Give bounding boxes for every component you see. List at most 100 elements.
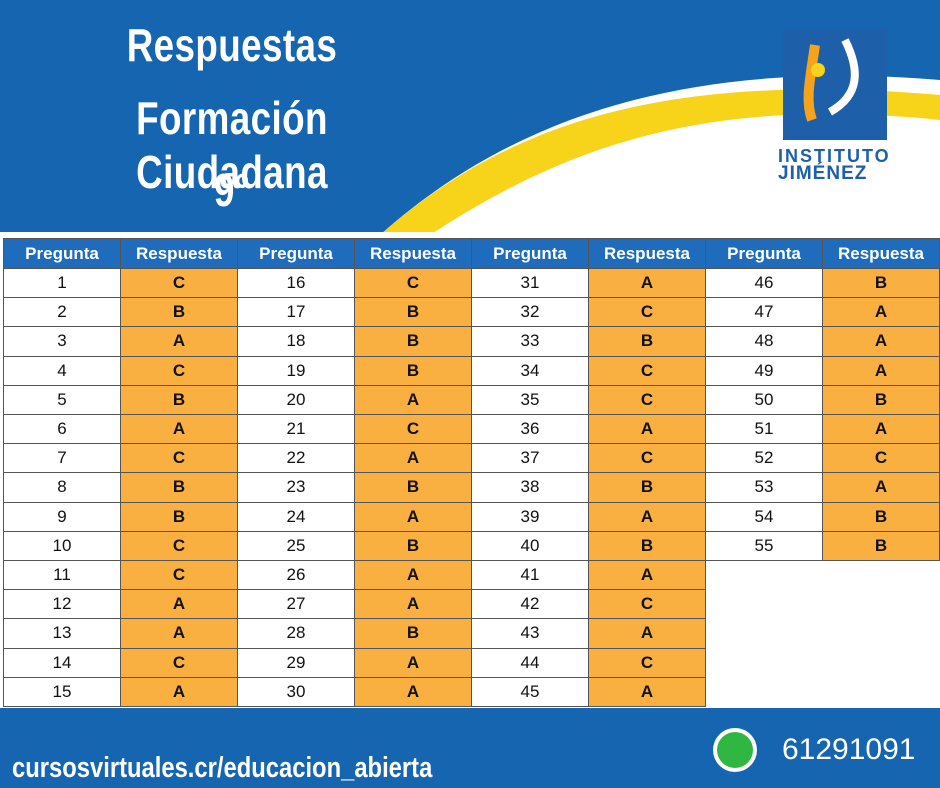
question-cell: 46 (705, 268, 823, 299)
question-cell: 42 (471, 589, 589, 620)
question-cell: 47 (705, 297, 823, 328)
answer-cell: A (588, 268, 706, 299)
header-cell: Pregunta (237, 238, 355, 269)
question-cell: 15 (3, 676, 121, 707)
answer-cell: A (588, 414, 706, 445)
answer-cell: C (588, 384, 706, 415)
question-cell: 6 (3, 414, 121, 445)
answer-cell: C (354, 414, 472, 445)
question-cell: 40 (471, 530, 589, 561)
answer-cell: C (120, 560, 238, 591)
question-cell: 32 (471, 297, 589, 328)
answer-cell: A (588, 560, 706, 591)
answer-cell: C (120, 355, 238, 386)
question-cell: 4 (3, 355, 121, 386)
footer-phone: 61291091 (782, 733, 916, 766)
question-cell: 28 (237, 618, 355, 649)
title-line: Formación Ciudadana (136, 92, 328, 198)
answer-cell: C (120, 443, 238, 474)
answer-cell: A (354, 443, 472, 474)
header-cell: Pregunta (3, 238, 121, 269)
answer-cell: B (354, 472, 472, 503)
question-cell: 41 (471, 560, 589, 591)
question-cell: 39 (471, 501, 589, 532)
question-cell: 26 (237, 560, 355, 591)
answer-cell: B (120, 472, 238, 503)
answer-cell: A (120, 589, 238, 620)
logo-text: JIMÉNEZ (778, 163, 868, 184)
answer-cell: B (354, 355, 472, 386)
answer-cell: A (588, 676, 706, 707)
question-cell: 36 (471, 414, 589, 445)
question-cell: 43 (471, 618, 589, 649)
question-cell: 34 (471, 355, 589, 386)
answer-cell: A (588, 618, 706, 649)
question-cell: 37 (471, 443, 589, 474)
answer-cell: C (120, 530, 238, 561)
answer-cell: A (822, 297, 940, 328)
question-cell: 52 (705, 443, 823, 474)
question-cell: 16 (237, 268, 355, 299)
question-cell: 45 (471, 676, 589, 707)
answer-cell: C (822, 443, 940, 474)
question-cell: 11 (3, 560, 121, 591)
question-cell: 49 (705, 355, 823, 386)
answer-cell: B (588, 472, 706, 503)
answer-cell: B (822, 501, 940, 532)
answer-cell: C (120, 647, 238, 678)
answer-cell: A (354, 560, 472, 591)
header-cell: Respuesta (354, 238, 472, 269)
answer-cell: A (120, 326, 238, 357)
question-cell: 14 (3, 647, 121, 678)
header-cell: Respuesta (822, 238, 940, 269)
header-cell: Pregunta (471, 238, 589, 269)
question-cell: 44 (471, 647, 589, 678)
question-cell: 33 (471, 326, 589, 357)
question-cell: 29 (237, 647, 355, 678)
question-cell: 51 (705, 414, 823, 445)
answer-cell: B (354, 297, 472, 328)
question-cell: 48 (705, 326, 823, 357)
question-cell: 30 (237, 676, 355, 707)
answer-cell: A (354, 647, 472, 678)
title-line: Respuestas (126, 19, 338, 71)
header-cell: Respuesta (588, 238, 706, 269)
answer-cell: C (588, 443, 706, 474)
answer-cell: A (120, 414, 238, 445)
question-cell: 17 (237, 297, 355, 328)
answer-cell: A (120, 676, 238, 707)
answer-cell: B (588, 326, 706, 357)
answer-cell: B (822, 530, 940, 561)
question-cell: 10 (3, 530, 121, 561)
answer-cell: C (588, 297, 706, 328)
question-cell: 3 (3, 326, 121, 357)
question-cell: 9 (3, 501, 121, 532)
question-cell: 35 (471, 384, 589, 415)
answer-cell: B (120, 297, 238, 328)
answer-cell: B (588, 530, 706, 561)
answer-cell: A (354, 676, 472, 707)
answer-cell: B (822, 384, 940, 415)
answer-cell: C (588, 647, 706, 678)
question-cell: 53 (705, 472, 823, 503)
answer-cell: B (354, 618, 472, 649)
question-cell: 18 (237, 326, 355, 357)
answer-cell: A (354, 384, 472, 415)
answer-cell: B (120, 501, 238, 532)
question-cell: 19 (237, 355, 355, 386)
answer-cell: B (354, 326, 472, 357)
answer-cell: A (354, 501, 472, 532)
answer-cell: C (120, 268, 238, 299)
question-cell: 31 (471, 268, 589, 299)
question-cell: 50 (705, 384, 823, 415)
answer-cell: A (120, 618, 238, 649)
answer-cell: A (822, 472, 940, 503)
answer-cell: B (354, 530, 472, 561)
title-line: 9° (214, 164, 250, 216)
question-cell: 22 (237, 443, 355, 474)
answer-cell: A (354, 589, 472, 620)
logo-text: INSTITUTO (778, 146, 891, 166)
answer-cell: C (588, 589, 706, 620)
answer-cell: A (588, 501, 706, 532)
